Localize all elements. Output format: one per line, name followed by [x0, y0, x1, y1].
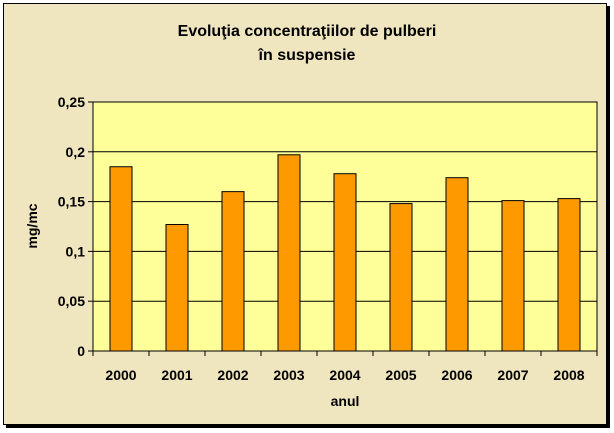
bar-2004	[333, 173, 357, 352]
bar-2005	[389, 203, 413, 352]
bar-2001	[165, 224, 189, 352]
y-tick-label: 0,2	[66, 144, 86, 160]
x-tick-label: 2004	[329, 367, 360, 383]
y-tick-label: 0,25	[58, 94, 85, 110]
chart-title-line-1: Evoluţia concentraţiilor de pulberi	[178, 23, 437, 40]
bar-2007	[501, 200, 525, 352]
x-tick-label: 2008	[553, 367, 584, 383]
y-tick-label: 0,1	[66, 243, 86, 259]
bar-2006	[445, 177, 469, 352]
x-tick-label: 2007	[497, 367, 528, 383]
x-tick-label: 2003	[273, 367, 304, 383]
x-tick-label: 2000	[105, 367, 136, 383]
x-axis-label: anul	[331, 393, 360, 409]
bar-2003	[277, 154, 301, 352]
x-tick-label: 2002	[217, 367, 248, 383]
y-axis: 0 0,05 0,1 0,15 0,2 0,25	[58, 94, 93, 359]
bar-2008	[557, 198, 581, 352]
bars	[109, 154, 581, 352]
bar-2002	[221, 191, 245, 352]
x-tick-label: 2006	[441, 367, 472, 383]
y-tick-label: 0	[77, 343, 85, 359]
y-axis-label: mg/mc	[24, 203, 40, 248]
x-tick-label: 2005	[385, 367, 416, 383]
y-tick-label: 0,05	[58, 293, 85, 309]
x-tick-label: 2001	[161, 367, 192, 383]
y-tick-label: 0,15	[58, 194, 85, 210]
chart-title-line-2: în suspensie	[258, 47, 356, 64]
x-axis: 2000 2001 2002 2003 2004 2005 2006 2007 2008	[92, 351, 598, 383]
bar-2000	[109, 166, 133, 352]
